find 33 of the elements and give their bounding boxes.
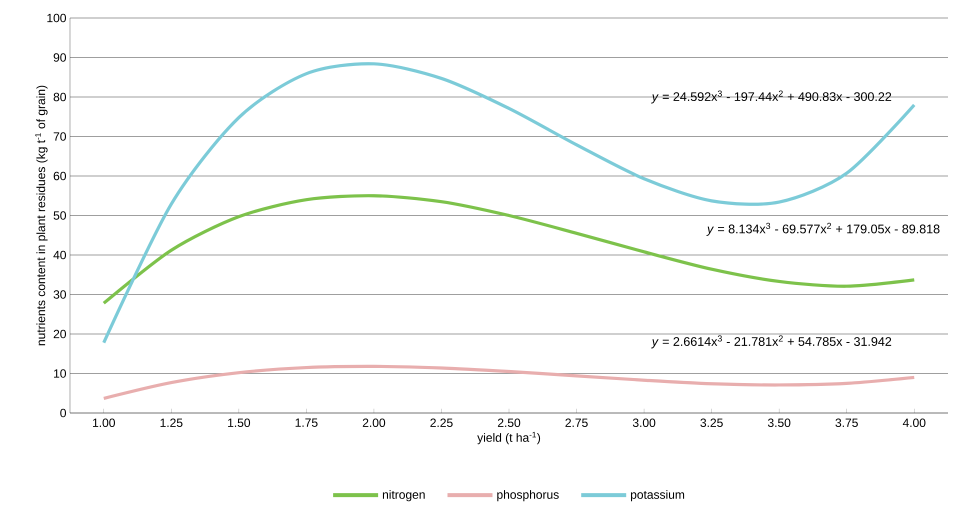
x-axis-title: yield (t ha$^{-1}$) — [477, 432, 540, 444]
x-tick-label: 4.00 — [902, 418, 926, 428]
y-tick-label: 20 — [54, 330, 66, 338]
legend-label: potassium — [630, 490, 684, 502]
x-tick-label: 2.00 — [362, 418, 386, 428]
annotation: y = 8.134x$^{3}$ - 69.577x$^{2}$ + 179.05x - 89.818 — [706, 222, 940, 236]
legend-label: phosphorus — [497, 490, 559, 502]
x-tick-label: 1.50 — [228, 418, 250, 428]
y-tick-label: 40 — [53, 250, 66, 260]
y-tick-label: 80 — [54, 92, 66, 102]
y-tick-label: 90 — [54, 53, 66, 62]
x-tick-label: 2.25 — [430, 418, 453, 428]
x-tick-label: 1.00 — [93, 418, 115, 428]
x-tick-label: 3.75 — [835, 418, 858, 428]
x-tick-label: 3.00 — [632, 418, 656, 428]
y-tick-label: 60 — [54, 172, 66, 180]
y-axis-title: nutrients content in plant residues (kg t$^{-1}$ of grain) — [35, 86, 48, 346]
x-tick-label: 3.50 — [768, 418, 790, 428]
y-tick-label: 10 — [54, 369, 66, 378]
line-series — [102, 364, 916, 400]
x-tick-label: 2.75 — [565, 418, 588, 428]
y-tick-label: 70 — [54, 132, 66, 141]
y-tick-label: 0 — [60, 408, 66, 418]
y-tick-label: 100 — [47, 14, 66, 22]
y-tick-label: 30 — [54, 290, 66, 299]
x-tick-label: 1.25 — [160, 418, 182, 428]
x-tick-label: 1.75 — [296, 418, 318, 427]
y-tick-label: 50 — [54, 211, 66, 220]
annotation: y = 2.6614x$^{3}$ - 21.781x$^{2}$ + 54.785x - 31.942 — [651, 335, 892, 348]
legend-label: nitrogen — [382, 490, 425, 502]
x-tick-label: 3.25 — [700, 418, 723, 428]
annotation: y = 24.592x$^{3}$ - 197.44x$^{2}$ + 490.83x - 300.22 — [651, 90, 892, 104]
x-tick-label: 2.50 — [498, 418, 520, 428]
